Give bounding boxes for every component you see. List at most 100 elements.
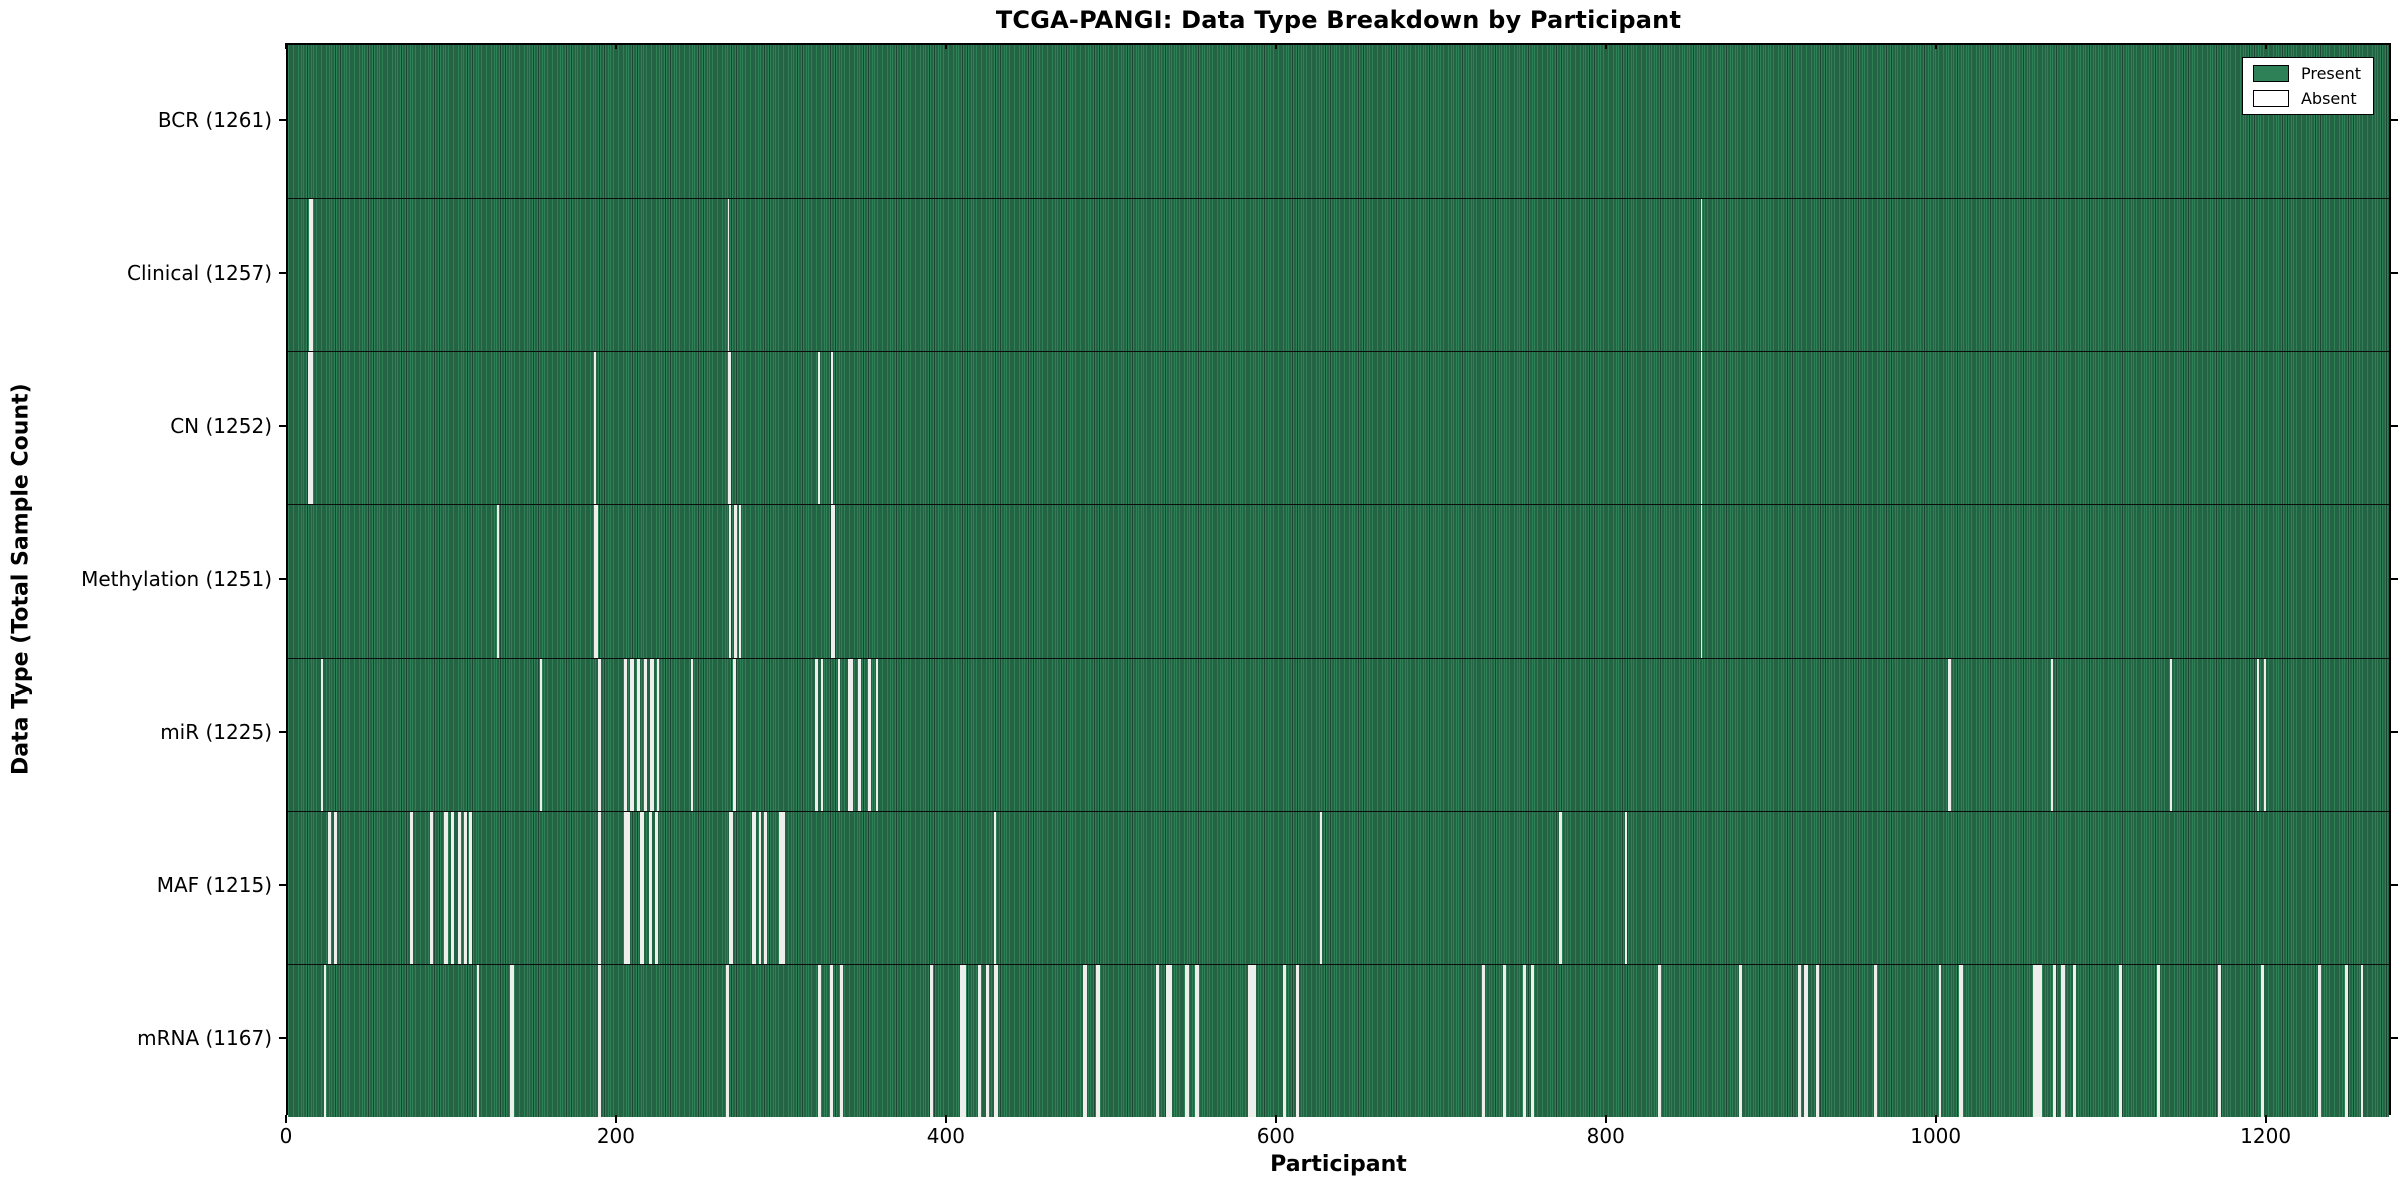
legend-item: Present bbox=[2252, 65, 2361, 82]
x-tick-mark bbox=[1934, 1115, 1937, 1123]
y-tick-mark bbox=[279, 118, 286, 121]
absent-stripe bbox=[847, 658, 853, 811]
legend-swatch-present bbox=[2252, 65, 2289, 82]
absent-stripe bbox=[831, 505, 835, 658]
absent-stripe bbox=[307, 352, 313, 505]
absent-stripe bbox=[1700, 352, 1703, 505]
absent-stripe bbox=[409, 811, 414, 964]
absent-stripe bbox=[818, 964, 822, 1117]
x-tick-mark bbox=[944, 1115, 947, 1123]
absent-stripe bbox=[1531, 964, 1535, 1117]
x-tick-mark bbox=[285, 43, 287, 49]
x-tick-mark bbox=[614, 1115, 617, 1123]
absent-stripe bbox=[758, 811, 761, 964]
absent-stripe bbox=[1096, 964, 1100, 1117]
absent-stripe bbox=[429, 811, 433, 964]
absent-stripe bbox=[1700, 199, 1703, 352]
absent-stripe bbox=[752, 811, 756, 964]
absent-stripe bbox=[2170, 658, 2172, 811]
absent-stripe bbox=[2260, 964, 2264, 1117]
row-BCR bbox=[288, 45, 2389, 199]
absent-stripe bbox=[994, 964, 998, 1117]
absent-stripe bbox=[324, 964, 326, 1117]
absent-stripe bbox=[1700, 505, 1703, 658]
row-miR bbox=[288, 657, 2389, 811]
absent-stripe bbox=[814, 658, 819, 811]
absent-stripe bbox=[643, 658, 647, 811]
absent-stripe bbox=[510, 964, 514, 1117]
y-tick-mark bbox=[2391, 731, 2398, 734]
x-tick-label: 1200 bbox=[2240, 1124, 2292, 1148]
legend-label: Absent bbox=[2300, 88, 2357, 108]
absent-stripe bbox=[1738, 964, 1742, 1117]
absent-stripe bbox=[1481, 964, 1486, 1117]
y-tick-mark bbox=[279, 731, 286, 734]
legend-swatch-absent bbox=[2252, 90, 2289, 107]
x-tick-mark bbox=[2264, 1115, 2267, 1123]
x-tick-label: 800 bbox=[1586, 1124, 1625, 1148]
absent-stripe bbox=[930, 964, 934, 1117]
absent-stripe bbox=[497, 505, 499, 658]
absent-stripe bbox=[1165, 964, 1173, 1117]
y-tick-mark bbox=[2391, 884, 2398, 887]
y-tick-mark bbox=[279, 884, 286, 887]
y-tick-label: Methylation (1251) bbox=[81, 567, 272, 591]
absent-stripe bbox=[1959, 964, 1963, 1117]
absent-stripe bbox=[1816, 964, 1820, 1117]
y-tick-label: Clinical (1257) bbox=[127, 260, 272, 285]
absent-stripe bbox=[734, 505, 738, 658]
absent-stripe bbox=[656, 658, 659, 811]
absent-stripe bbox=[727, 352, 731, 505]
absent-stripe bbox=[2072, 964, 2077, 1117]
absent-stripe bbox=[477, 964, 480, 1117]
y-tick-mark bbox=[279, 1037, 286, 1040]
y-tick-mark bbox=[2391, 578, 2398, 580]
absent-stripe bbox=[839, 964, 843, 1117]
absent-stripe bbox=[829, 964, 833, 1117]
absent-stripe bbox=[655, 811, 659, 964]
absent-stripe bbox=[2156, 964, 2161, 1117]
row-mRNA bbox=[288, 963, 2389, 1117]
absent-stripe bbox=[650, 658, 654, 811]
absent-stripe bbox=[1797, 964, 1802, 1117]
y-tick-mark bbox=[2391, 118, 2398, 121]
absent-stripe bbox=[1185, 964, 1189, 1117]
chart-title: TCGA-PANGI: Data Type Breakdown by Parti… bbox=[995, 6, 1682, 34]
row-CN bbox=[288, 351, 2389, 505]
absent-stripe bbox=[623, 658, 628, 811]
x-tick-mark bbox=[285, 1115, 287, 1123]
x-tick-label: 400 bbox=[926, 1124, 965, 1148]
absent-stripe bbox=[2263, 658, 2266, 811]
x-tick-mark bbox=[614, 43, 617, 49]
absent-stripe bbox=[2217, 964, 2222, 1117]
absent-stripe bbox=[637, 658, 641, 811]
absent-stripe bbox=[2318, 964, 2322, 1117]
absent-stripe bbox=[2033, 964, 2042, 1117]
y-tick-mark bbox=[2391, 1037, 2398, 1040]
absent-stripe bbox=[875, 658, 878, 811]
absent-stripe bbox=[597, 811, 601, 964]
absent-stripe bbox=[729, 505, 731, 658]
legend: Present Absent bbox=[2241, 57, 2374, 115]
legend-item: Absent bbox=[2252, 88, 2361, 108]
y-tick-mark bbox=[279, 424, 286, 427]
absent-stripe bbox=[594, 505, 598, 658]
y-tick-label: CN (1252) bbox=[170, 413, 272, 438]
absent-stripe bbox=[994, 811, 997, 964]
absent-stripe bbox=[818, 352, 820, 505]
x-tick-label: 200 bbox=[596, 1124, 636, 1148]
y-tick-mark bbox=[2391, 424, 2398, 427]
absent-stripe bbox=[327, 811, 331, 964]
absent-stripe bbox=[597, 658, 601, 811]
absent-stripe bbox=[831, 352, 834, 505]
x-tick-label: 0 bbox=[279, 1124, 293, 1148]
absent-stripe bbox=[1947, 658, 1951, 811]
x-axis-label: Participant bbox=[1270, 1152, 1407, 1177]
absent-stripe bbox=[725, 964, 730, 1117]
absent-stripe bbox=[729, 811, 733, 964]
absent-stripe bbox=[1522, 964, 1527, 1117]
absent-stripe bbox=[451, 811, 455, 964]
absent-stripe bbox=[2361, 964, 2363, 1117]
absent-stripe bbox=[1320, 811, 1323, 964]
